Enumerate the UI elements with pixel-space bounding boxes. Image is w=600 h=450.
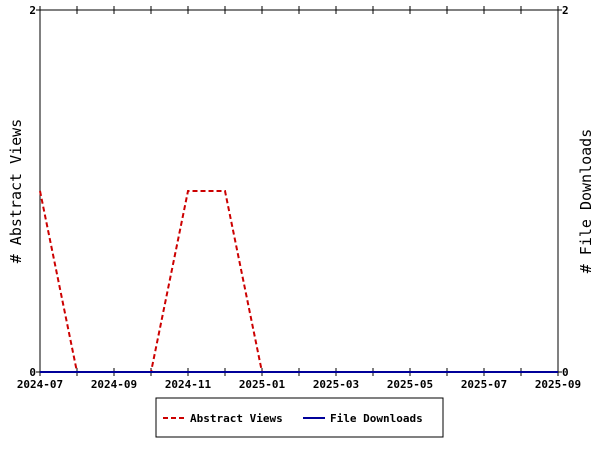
x-tick-label: 2025-09 bbox=[535, 378, 581, 391]
x-tick-label: 2024-07 bbox=[17, 378, 63, 391]
series-lines bbox=[39, 190, 558, 373]
y-axes: 0 2 0 2 bbox=[29, 4, 568, 379]
legend-label-abstract-views: Abstract Views bbox=[190, 412, 283, 425]
legend-label-file-downloads: File Downloads bbox=[330, 412, 423, 425]
y-right-tick-label: 2 bbox=[562, 4, 569, 17]
y-right-tick-label: 0 bbox=[562, 366, 569, 379]
x-tick-label: 2024-11 bbox=[165, 378, 212, 391]
y-left-axis-title: # Abstract Views bbox=[7, 119, 25, 264]
x-tick-label: 2025-01 bbox=[239, 378, 286, 391]
y-left-tick-label: 2 bbox=[29, 4, 36, 17]
y-left-tick-label: 0 bbox=[29, 366, 36, 379]
x-tick-label: 2025-03 bbox=[313, 378, 359, 391]
x-tick-label: 2024-09 bbox=[91, 378, 137, 391]
plot-area bbox=[39, 9, 559, 373]
x-axis: 2024-07 2024-09 2024-11 2025-01 2025-03 2025-… bbox=[17, 6, 581, 391]
x-tick-label: 2025-07 bbox=[461, 378, 507, 391]
y-right-axis-title: # File Downloads bbox=[577, 129, 595, 274]
legend: Abstract Views File Downloads bbox=[155, 397, 444, 438]
legend-box bbox=[155, 397, 444, 438]
x-tick-label: 2025-05 bbox=[387, 378, 433, 391]
